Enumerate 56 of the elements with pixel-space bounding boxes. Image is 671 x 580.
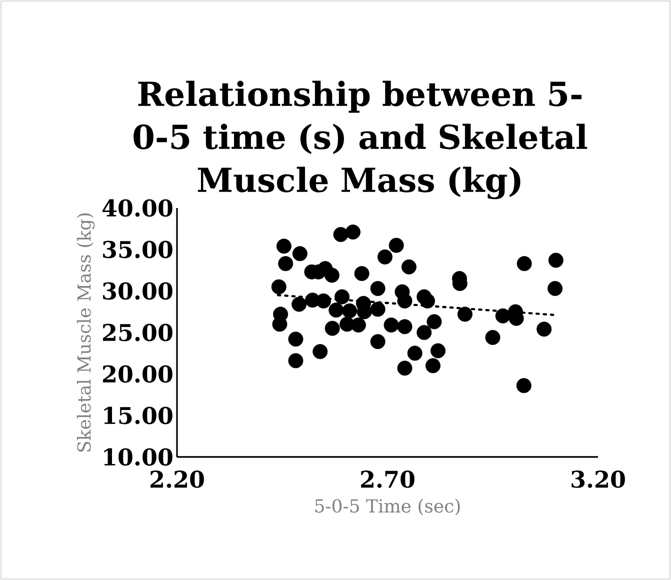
point [407,346,422,361]
point [292,246,308,262]
y-axis-title: Skeletal Muscle Mass (kg) [76,213,95,452]
point [370,302,386,317]
point [288,353,304,368]
point [370,281,386,296]
point [388,238,404,253]
point [457,306,472,322]
point [377,249,392,264]
point [397,360,412,376]
point [278,256,294,272]
x-axis-title: 5-0-5 Time (sec) [315,498,460,516]
point [350,318,366,333]
point [425,358,440,374]
point [324,320,340,336]
point [354,266,370,282]
point [420,293,435,308]
point [426,314,442,330]
point [401,259,416,274]
x-tick-label: 2.70 [361,470,414,488]
x-tick-label: 2.20 [150,470,204,488]
point [430,343,446,358]
point [536,322,552,337]
point [495,308,510,324]
point [370,334,386,350]
y-tick-label: 15.00 [104,406,172,424]
point [292,296,307,312]
point [384,318,399,333]
point [333,227,348,242]
point [548,281,563,296]
point [397,319,412,334]
x-tick-label: 3.20 [572,470,625,488]
point [397,293,412,308]
point [272,316,288,332]
point [316,293,332,308]
point [328,302,344,318]
point [548,252,564,268]
point [516,256,532,272]
point [271,279,286,294]
y-tick-label: 20.00 [102,365,172,383]
point [416,324,432,340]
point [345,224,360,240]
chart-title: Relationship between 5-0-5 time (s) and Skeletal Muscle Mass (kg) [134,80,588,200]
point [324,268,340,283]
point [334,289,350,304]
point [276,238,292,254]
y-tick-label: 40.00 [102,199,172,217]
point [312,344,328,360]
y-tick-label: 30.00 [103,282,172,300]
y-tick-label: 10.00 [104,448,172,466]
point [342,303,358,318]
point [288,332,304,347]
point [485,330,500,345]
y-tick-label: 25.00 [102,324,172,342]
point [516,378,532,394]
y-tick-label: 35.00 [103,240,172,258]
